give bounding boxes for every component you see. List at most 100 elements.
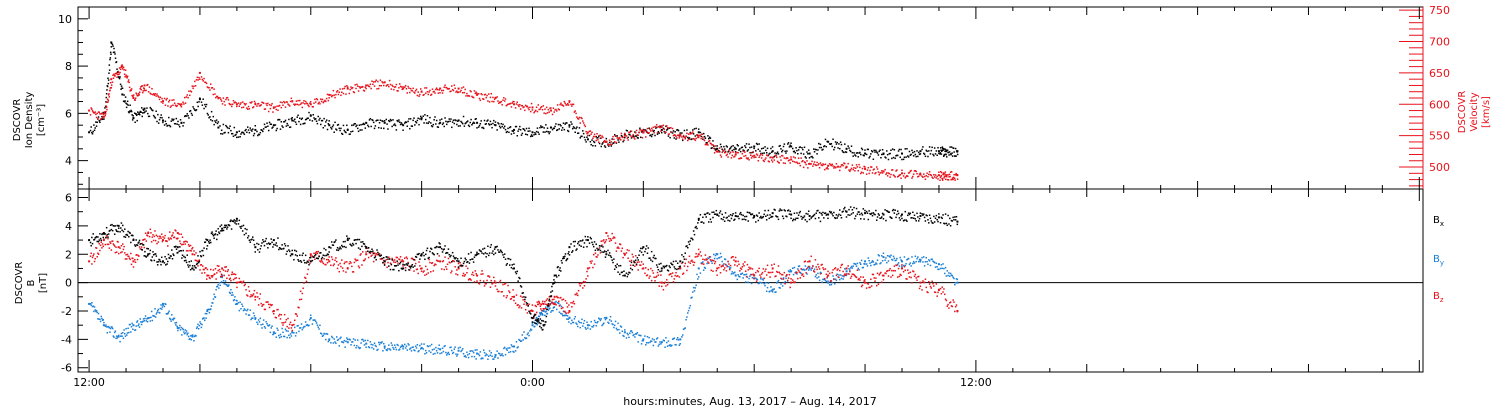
velocity-series-sample	[813, 161, 816, 163]
velocity-series-sample	[947, 174, 949, 176]
bz-series-sample	[305, 280, 308, 283]
by-series-sample	[700, 262, 702, 265]
density-series-sample	[716, 145, 718, 147]
by-series-sample	[691, 296, 693, 299]
velocity-series-sample	[190, 91, 193, 93]
velocity-series-sample	[499, 101, 502, 104]
velocity-series-sample	[656, 132, 659, 134]
by-series-sample	[895, 259, 897, 262]
by-series-sample	[101, 317, 103, 320]
bz-series-sample	[445, 266, 447, 268]
bx-series-sample	[293, 258, 295, 261]
velocity-series-sample	[430, 93, 433, 96]
velocity-series-sample	[286, 101, 288, 103]
by-series-sample	[851, 267, 854, 269]
bz-series-sample	[565, 312, 567, 314]
by-series-point	[882, 256, 885, 259]
density-series-sample	[391, 125, 393, 128]
density-series-sample	[591, 139, 593, 141]
density-series-sample	[350, 130, 352, 133]
bz-series-sample	[804, 260, 807, 262]
velocity-series-sample	[687, 133, 690, 135]
by-series-sample	[482, 357, 484, 360]
bz-series-sample	[171, 235, 173, 237]
by-series-sample	[565, 314, 567, 317]
by-series-sample	[423, 343, 425, 345]
density-series-sample	[272, 124, 275, 126]
density-series-point	[771, 150, 774, 153]
by-series-sample	[758, 282, 760, 285]
velocity-series-sample	[102, 113, 105, 116]
by-series-sample	[546, 313, 549, 315]
bz-series-sample	[407, 261, 409, 264]
velocity-series-sample	[220, 100, 223, 102]
bz-series-sample	[639, 264, 641, 266]
velocity-series-sample	[760, 153, 762, 155]
velocity-series-point	[328, 93, 331, 96]
by-series-sample	[650, 340, 653, 343]
velocity-series-sample	[370, 87, 372, 90]
bx-series-sample	[111, 223, 113, 226]
density-series-sample	[413, 117, 415, 119]
by-series-sample	[508, 351, 510, 354]
bz-series-sample	[834, 267, 837, 269]
bz-series-sample	[177, 237, 179, 240]
density-series-sample	[769, 152, 771, 155]
density-series-sample	[636, 137, 639, 139]
bx-series-sample	[264, 240, 267, 242]
density-series-sample	[407, 120, 409, 123]
velocity-series-sample	[422, 94, 424, 96]
bz-series-sample	[603, 239, 605, 241]
density-series-sample	[702, 138, 704, 140]
bx-series-point	[660, 267, 663, 270]
by-series-sample	[620, 326, 623, 328]
by-series-sample	[770, 290, 773, 292]
by-series-sample	[558, 302, 560, 305]
velocity-series-sample	[690, 132, 692, 134]
density-series-sample	[439, 119, 441, 121]
density-series-sample	[519, 125, 521, 128]
by-series-sample	[146, 318, 148, 320]
bz-series-sample	[770, 264, 773, 266]
bx-series-sample	[319, 252, 321, 254]
bx-series-sample	[234, 222, 236, 224]
density-series-sample	[938, 152, 940, 155]
velocity-series-sample	[755, 153, 758, 155]
bz-series-sample	[853, 273, 855, 276]
bz-series-sample	[866, 282, 869, 285]
density-series-sample	[764, 146, 766, 148]
bz-series-sample	[277, 308, 279, 311]
by-series-sample	[512, 350, 514, 353]
density-series-sample	[602, 142, 604, 144]
bz-series-sample	[889, 267, 891, 270]
bz-series-sample	[562, 298, 565, 301]
velocity-series-sample	[340, 94, 342, 97]
bz-series-sample	[713, 259, 715, 262]
bx-series-sample	[146, 247, 148, 250]
velocity-series-sample	[294, 103, 297, 106]
by-series-sample	[481, 357, 483, 359]
bz-series-sample	[485, 282, 487, 285]
velocity-series-sample	[472, 96, 474, 98]
density-series-sample	[666, 128, 669, 130]
bz-series-sample	[923, 281, 926, 284]
bz-series-sample	[594, 252, 597, 254]
velocity-series-sample	[608, 139, 611, 141]
density-series-sample	[199, 97, 201, 99]
bz-series-sample	[460, 264, 462, 266]
by-series-sample	[852, 265, 854, 267]
density-series-sample	[450, 118, 452, 120]
by-series-sample	[167, 312, 170, 314]
density-series-sample	[817, 149, 819, 151]
bx-series-sample	[129, 232, 131, 234]
bz-series-sample	[608, 240, 611, 242]
bz-series-sample	[296, 315, 299, 317]
density-series-sample	[393, 123, 396, 125]
density-series-sample	[168, 116, 170, 119]
bz-series-sample	[503, 283, 506, 285]
bz-series-sample	[222, 269, 225, 271]
velocity-series-sample	[678, 137, 681, 139]
velocity-series-sample	[776, 160, 779, 163]
velocity-series-sample	[788, 159, 791, 161]
by-series-sample	[148, 317, 151, 319]
